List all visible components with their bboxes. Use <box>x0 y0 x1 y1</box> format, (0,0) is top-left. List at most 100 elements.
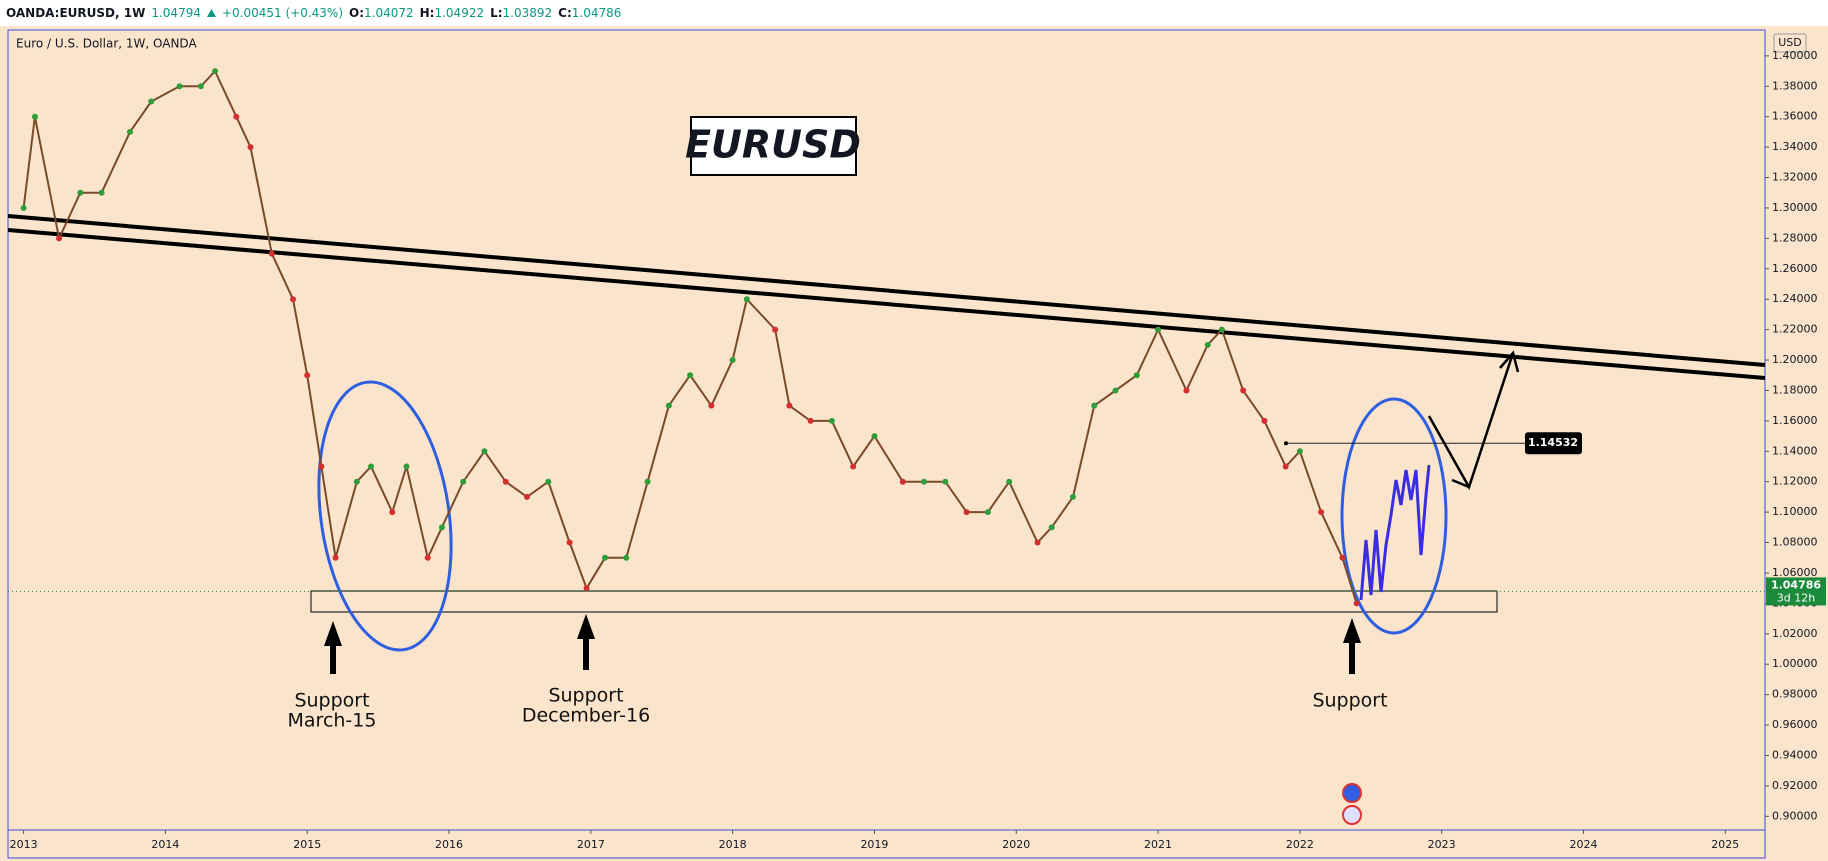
x-tick-label: 2023 <box>1428 838 1456 851</box>
ohlc-value: 1.03892 <box>502 6 553 20</box>
price-point <box>481 448 488 455</box>
price-point <box>460 478 467 485</box>
highlight-ellipse <box>317 380 453 652</box>
price-point <box>1091 402 1098 409</box>
price-point <box>424 554 431 561</box>
x-tick-label: 2021 <box>1144 838 1172 851</box>
price-point <box>1155 326 1162 333</box>
price-point <box>1339 554 1346 561</box>
price-point <box>233 113 240 120</box>
price-point <box>602 554 609 561</box>
price-point <box>290 296 297 303</box>
ohlc-label: C: <box>558 6 572 20</box>
price-point <box>197 83 204 90</box>
y-tick-label: 0.92000 <box>1772 779 1818 792</box>
ohlc-value: 1.04786 <box>571 6 622 20</box>
price-point <box>984 509 991 516</box>
event-icon[interactable] <box>1342 805 1362 825</box>
price-point <box>318 463 325 470</box>
y-tick-label: 1.36000 <box>1772 110 1818 123</box>
price-point <box>176 83 183 90</box>
target-anchor <box>1284 441 1288 446</box>
ohlc-label: O: <box>349 6 364 20</box>
annotation: Support <box>1312 690 1387 712</box>
price-point <box>850 463 857 470</box>
arrow-head <box>1499 350 1520 373</box>
price-point <box>786 402 793 409</box>
price-point <box>942 478 949 485</box>
y-tick-label: 1.16000 <box>1772 414 1818 427</box>
price-point <box>1282 463 1289 470</box>
support-arrow <box>577 614 595 670</box>
price-point <box>20 204 27 211</box>
arrow-head <box>1451 478 1470 489</box>
ohlc-value: 1.04072 <box>364 6 414 20</box>
annotation: Support <box>294 690 369 712</box>
y-tick-label: 0.94000 <box>1772 748 1818 761</box>
price-point <box>1006 478 1013 485</box>
x-tick-label: 2016 <box>435 838 463 851</box>
price-point <box>743 296 750 303</box>
last-price-box <box>1766 577 1826 606</box>
y-tick-label: 1.20000 <box>1772 353 1818 366</box>
price-point <box>708 402 715 409</box>
y-tick-label: 1.26000 <box>1772 262 1818 275</box>
ohlc-label: L: <box>490 6 503 20</box>
price-point <box>403 463 410 470</box>
event-icon[interactable] <box>1342 783 1362 803</box>
y-tick-label: 1.00000 <box>1772 657 1818 670</box>
price-point <box>126 128 133 135</box>
price-point <box>1296 448 1303 455</box>
price-point <box>687 372 694 379</box>
x-tick-label: 2014 <box>151 838 179 851</box>
price-point <box>148 98 155 105</box>
x-tick-label: 2015 <box>293 838 321 851</box>
ohlc-value: 1.04922 <box>434 6 485 20</box>
x-tick-label: 2025 <box>1711 838 1739 851</box>
support-arrow <box>1343 618 1361 674</box>
price-point <box>772 326 779 333</box>
price-point <box>1069 493 1076 500</box>
price-point <box>1048 524 1055 531</box>
price-point <box>665 402 672 409</box>
price-point <box>31 113 38 120</box>
price-point <box>871 433 878 440</box>
x-tick-label: 2018 <box>719 838 747 851</box>
price-point <box>828 417 835 424</box>
y-tick-label: 1.38000 <box>1772 79 1818 92</box>
x-tick-label: 2022 <box>1286 838 1314 851</box>
price-point <box>389 509 396 516</box>
y-tick-label: 0.96000 <box>1772 718 1818 731</box>
symbol-header: OANDA:EURUSD, 1W 1.04794 +0.00451 (+0.43… <box>0 0 1828 26</box>
highlight-ellipse <box>1340 397 1448 635</box>
price-point <box>545 478 552 485</box>
y-tick-label: 1.24000 <box>1772 292 1818 305</box>
price-point <box>212 68 219 75</box>
price-point <box>502 478 509 485</box>
price-point <box>644 478 651 485</box>
price-point <box>566 539 573 546</box>
x-tick-label: 2013 <box>10 838 38 851</box>
target-box <box>1525 432 1582 455</box>
y-tick-label: 1.06000 <box>1772 566 1818 579</box>
price-point <box>1240 387 1247 394</box>
price-point <box>1318 509 1325 516</box>
symbol: OANDA:EURUSD, 1W <box>6 6 146 20</box>
ohlc-label: H: <box>419 6 435 20</box>
y-tick-label: 1.40000 <box>1772 49 1818 62</box>
price-point <box>583 585 590 592</box>
price-point <box>438 524 445 531</box>
price-point <box>807 417 814 424</box>
price-point <box>899 478 906 485</box>
price-point <box>1183 387 1190 394</box>
price-point <box>1133 372 1140 379</box>
price-point <box>729 357 736 364</box>
annotation: December-16 <box>522 705 650 727</box>
price-point <box>1261 417 1268 424</box>
price-point <box>332 554 339 561</box>
chart-title: Euro / U.S. Dollar, 1W, OANDA <box>16 37 197 51</box>
price-point <box>1353 600 1360 607</box>
price-point <box>368 463 375 470</box>
